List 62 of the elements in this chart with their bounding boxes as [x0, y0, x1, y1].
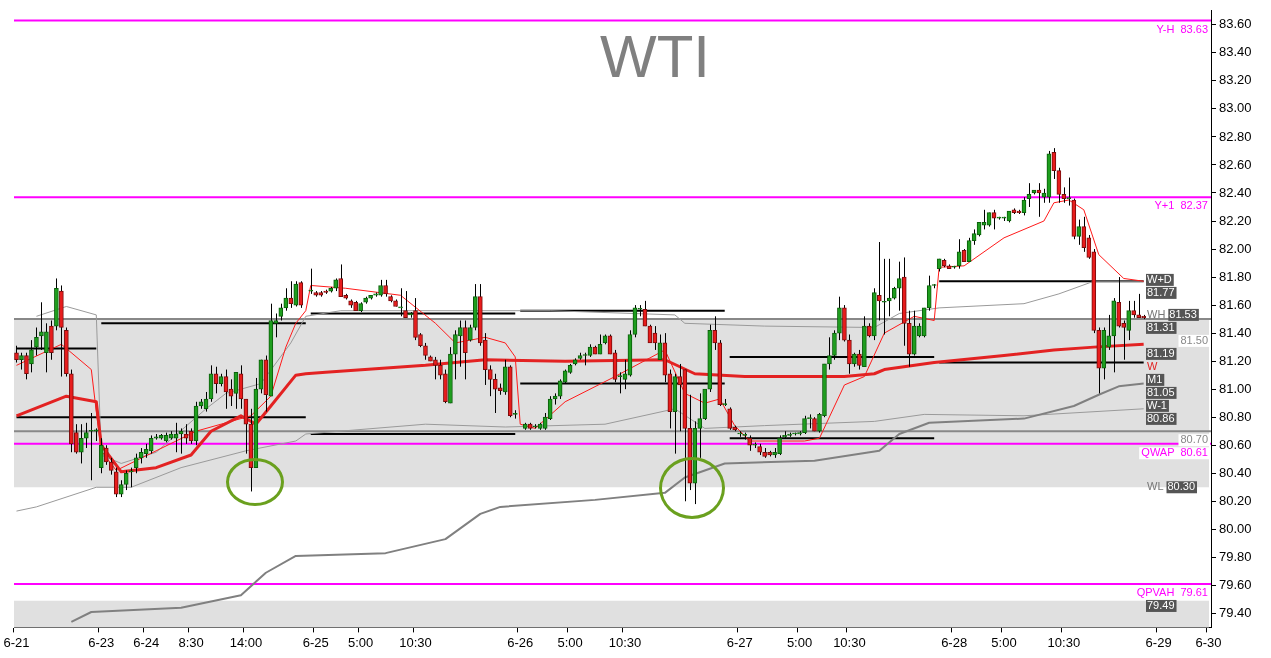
annotation: M1 — [1147, 372, 1163, 385]
x-tick-label: 6-30 — [1195, 634, 1222, 650]
x-tick-label: 5:00 — [347, 634, 374, 650]
x-tick-label: 5:00 — [991, 634, 1017, 650]
x-tick-label: 6-27 — [726, 634, 753, 650]
x-tick-label: 10:30 — [608, 634, 642, 650]
y-tick-label: 82.60 — [1219, 156, 1252, 172]
ref-line-label: Y-H 83.63 — [1156, 22, 1208, 35]
x-tick-label: 5:00 — [786, 634, 813, 650]
x-tick-label: 6-21 — [3, 634, 30, 650]
x-tick-label: 10:30 — [399, 634, 432, 650]
annotation: 80.86 — [1147, 411, 1175, 424]
y-tick-label: 81.60 — [1219, 296, 1252, 312]
y-tick-label: 83.00 — [1219, 100, 1252, 116]
x-tick-label: 6-24 — [133, 634, 160, 650]
ref-line-label: Y+1 82.37 — [1154, 199, 1208, 212]
y-tick-label: 80.40 — [1219, 464, 1252, 480]
y-tick-label: 82.00 — [1219, 240, 1252, 256]
annotation: 81.05 — [1147, 385, 1175, 398]
annotation: 81.31 — [1147, 320, 1175, 333]
ref-line-label: QPVAH 79.61 — [1136, 585, 1208, 598]
y-tick-label: 80.80 — [1219, 408, 1252, 424]
y-tick-label: 83.60 — [1219, 16, 1252, 32]
ref-line-label: 80.70 — [1180, 433, 1208, 446]
x-tick-label: 6-23 — [88, 634, 115, 650]
x-tick-label: 6-29 — [1145, 634, 1172, 650]
y-tick-label: 81.80 — [1219, 268, 1252, 284]
x-tick-label: 5:00 — [557, 634, 583, 650]
y-tick-label: 80.20 — [1219, 492, 1252, 508]
x-tick-label: 6-28 — [941, 634, 968, 650]
ref-line-label: QWAP 80.61 — [1141, 446, 1208, 459]
y-tick-label: 81.20 — [1219, 352, 1252, 368]
chart-title: WTI — [600, 22, 710, 90]
annotation: 80.30 — [1167, 480, 1196, 493]
y-tick-label: 79.80 — [1219, 548, 1252, 564]
y-tick-label: 80.00 — [1219, 520, 1252, 536]
x-tick-label: 10:30 — [833, 634, 866, 650]
series-label: W — [1147, 359, 1158, 372]
x-tick-label: 6-25 — [302, 634, 329, 650]
y-tick-label: 83.40 — [1219, 44, 1252, 60]
y-tick-label: 83.20 — [1219, 72, 1252, 88]
annotation: 81.19 — [1147, 346, 1175, 359]
annotation: W-1 — [1147, 398, 1167, 411]
y-tick-label: 80.60 — [1219, 436, 1252, 452]
y-tick-label: 82.20 — [1219, 212, 1252, 228]
annotation: 79.49 — [1147, 598, 1175, 611]
annotation: W+D — [1147, 272, 1172, 285]
annotation: WL — [1147, 480, 1164, 493]
x-tick-label: 10:30 — [1047, 634, 1081, 650]
annotation: WH — [1147, 307, 1166, 320]
x-tick-label: 8:30 — [178, 634, 204, 650]
y-tick-label: 82.80 — [1219, 128, 1252, 144]
x-tick-label: 6-26 — [507, 634, 534, 650]
annotation: 81.77 — [1147, 285, 1175, 298]
y-tick-label: 79.60 — [1219, 576, 1252, 592]
y-tick-label: 79.40 — [1219, 604, 1252, 620]
x-tick-label: 14:00 — [229, 634, 263, 650]
y-tick-label: 81.00 — [1219, 380, 1252, 396]
annotation: 81.53 — [1169, 307, 1197, 320]
ref-line-label: 81.50 — [1180, 333, 1208, 346]
y-tick-label: 81.40 — [1219, 324, 1252, 340]
y-tick-label: 82.40 — [1219, 184, 1252, 200]
